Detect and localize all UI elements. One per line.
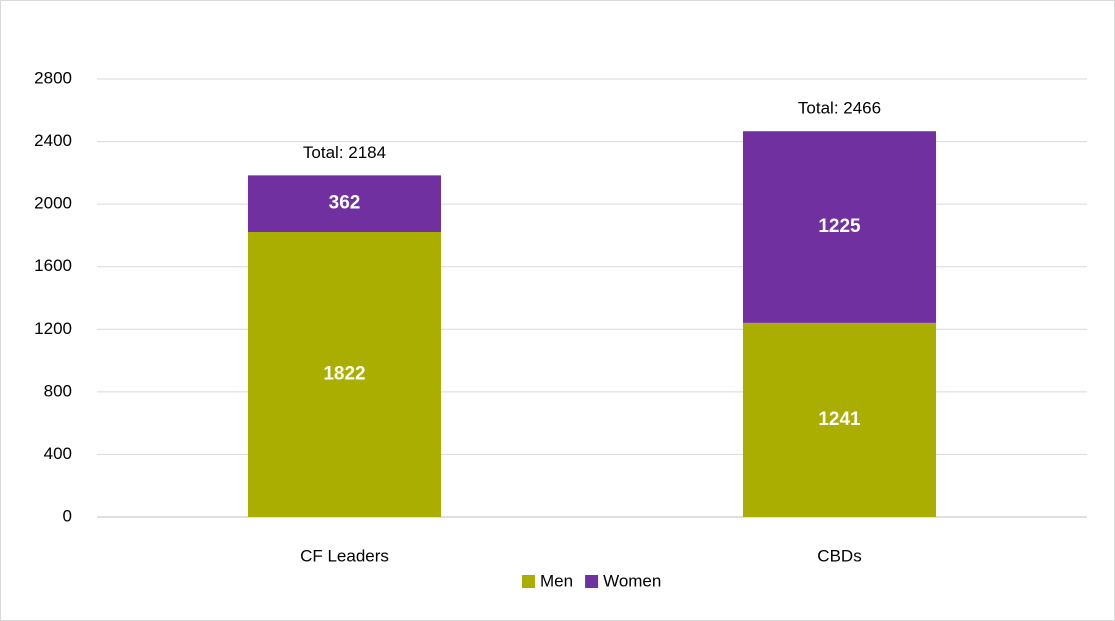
y-tick-label: 2800: [34, 68, 72, 87]
data-label: 1241: [818, 409, 861, 430]
y-tick-label: 2400: [34, 131, 72, 150]
y-tick-label: 0: [63, 506, 72, 525]
total-annotation: Total: 2466: [798, 99, 881, 118]
y-tick-label: 1200: [34, 319, 72, 338]
total-annotation: Total: 2184: [303, 143, 386, 162]
bar-segment: [742, 131, 937, 323]
legend-swatch: [585, 575, 599, 588]
legend-label: Men: [540, 571, 573, 590]
legend-label: Women: [603, 571, 661, 590]
bar-segment: [247, 175, 442, 232]
bar-segment: [247, 231, 442, 518]
y-tick-label: 400: [44, 444, 72, 463]
y-tick-label: 1600: [34, 256, 72, 275]
bar-segment: [742, 322, 937, 517]
x-tick-label: CF Leaders: [300, 546, 389, 565]
data-label: 1822: [323, 364, 365, 385]
y-tick-label: 2000: [34, 194, 72, 213]
data-label: 1225: [818, 216, 861, 237]
x-tick-label: CBDs: [817, 546, 861, 565]
y-tick-label: 800: [44, 381, 72, 400]
legend-swatch: [522, 575, 535, 588]
data-label: 362: [329, 193, 361, 214]
